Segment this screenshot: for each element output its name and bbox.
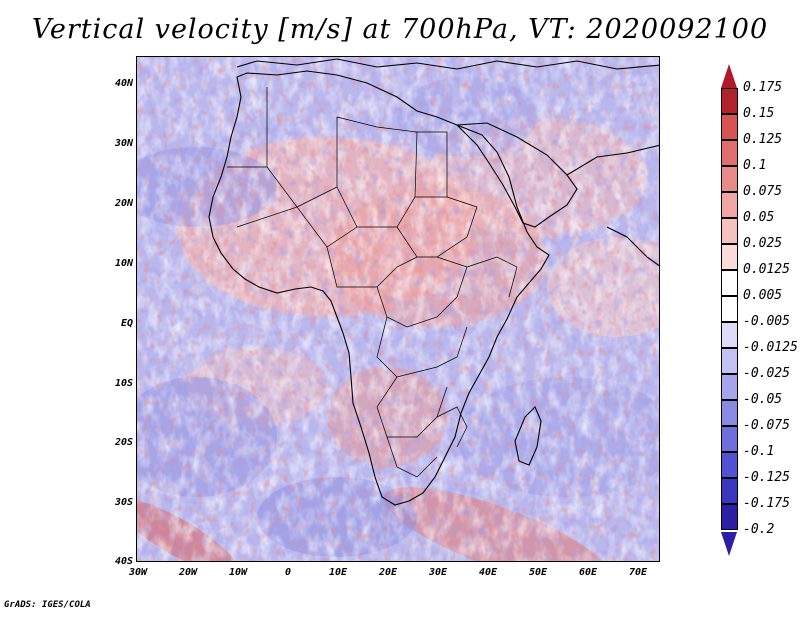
colorbar-label: 0.0125 — [743, 262, 790, 277]
lon-label-20w: 20W — [178, 567, 198, 578]
colorbar-segment — [721, 348, 738, 374]
colorbar-segment — [721, 296, 738, 322]
colorbar-segment — [721, 166, 738, 192]
lat-label-eq: EQ — [120, 318, 133, 329]
colorbar-segment — [721, 374, 738, 400]
lon-label-60e: 60E — [578, 567, 598, 578]
lat-label-30s: 30S — [114, 497, 133, 508]
chart-title: Vertical velocity [m/s] at 700hPa, VT: 2… — [31, 14, 769, 45]
colorbar-label: -0.175 — [743, 496, 790, 511]
lat-label-40s: 40S — [114, 556, 133, 567]
colorbar-segment — [721, 504, 738, 530]
colorbar-segment — [721, 114, 738, 140]
colorbar-label: -0.1 — [743, 444, 775, 459]
lat-label-10s: 10S — [114, 378, 133, 389]
colorbar-label: -0.125 — [743, 470, 790, 485]
colorbar-label: -0.075 — [743, 418, 790, 433]
colorbar-label: -0.0125 — [743, 340, 798, 355]
colorbar-segment — [721, 218, 738, 244]
lon-label-10w: 10W — [228, 567, 248, 578]
map-panel — [136, 56, 660, 562]
lat-label-40n: 40N — [114, 78, 133, 89]
colorbar-label: 0.15 — [743, 106, 775, 121]
lon-label-50e: 50E — [528, 567, 548, 578]
colorbar-label: 0.1 — [743, 158, 767, 173]
colorbar-segment — [721, 270, 738, 296]
colorbar-label: 0.005 — [743, 288, 783, 303]
colorbar-label: -0.2 — [743, 522, 775, 537]
colorbar-segment — [721, 400, 738, 426]
colorbar-label: -0.005 — [743, 314, 790, 329]
colorbar-segment — [721, 452, 738, 478]
colorbar-label: 0.05 — [743, 210, 775, 225]
colorbar-segment — [721, 426, 738, 452]
colorbar-label: 0.075 — [743, 184, 783, 199]
lon-label-40e: 40E — [478, 567, 498, 578]
colorbar-legend: 0.175 0.15 0.125 0.1 0.075 0.05 0.025 0.0125 0.0… — [721, 64, 800, 556]
colorbar-segment — [721, 192, 738, 218]
colorbar-label: 0.175 — [743, 80, 783, 95]
lon-label-30e: 30E — [428, 567, 448, 578]
grads-credit: GrADS: IGES/COLA — [4, 600, 91, 610]
lon-label-30w: 30W — [128, 567, 148, 578]
colorbar-bottom-arrow — [721, 532, 737, 556]
colorbar-segment — [721, 88, 738, 114]
country-borders — [227, 87, 518, 478]
map-canvas — [137, 57, 659, 561]
colorbar-label: 0.125 — [743, 132, 783, 147]
colorbar-top-arrow — [721, 64, 737, 88]
lon-label-0: 0 — [284, 567, 292, 578]
lat-label-20s: 20S — [114, 437, 133, 448]
colorbar-label: -0.025 — [743, 366, 790, 381]
colorbar-segment — [721, 322, 738, 348]
lon-label-10e: 10E — [328, 567, 348, 578]
colorbar-segment — [721, 140, 738, 166]
lat-label-10n: 10N — [114, 258, 133, 269]
colorbar-label: -0.05 — [743, 392, 783, 407]
lon-label-70e: 70E — [628, 567, 648, 578]
lat-label-30n: 30N — [114, 138, 133, 149]
colorbar-segment — [721, 244, 738, 270]
lat-label-20n: 20N — [114, 198, 133, 209]
coastlines — [208, 58, 659, 506]
colorbar-label: 0.025 — [743, 236, 783, 251]
colorbar-segment — [721, 478, 738, 504]
lon-label-20e: 20E — [378, 567, 398, 578]
